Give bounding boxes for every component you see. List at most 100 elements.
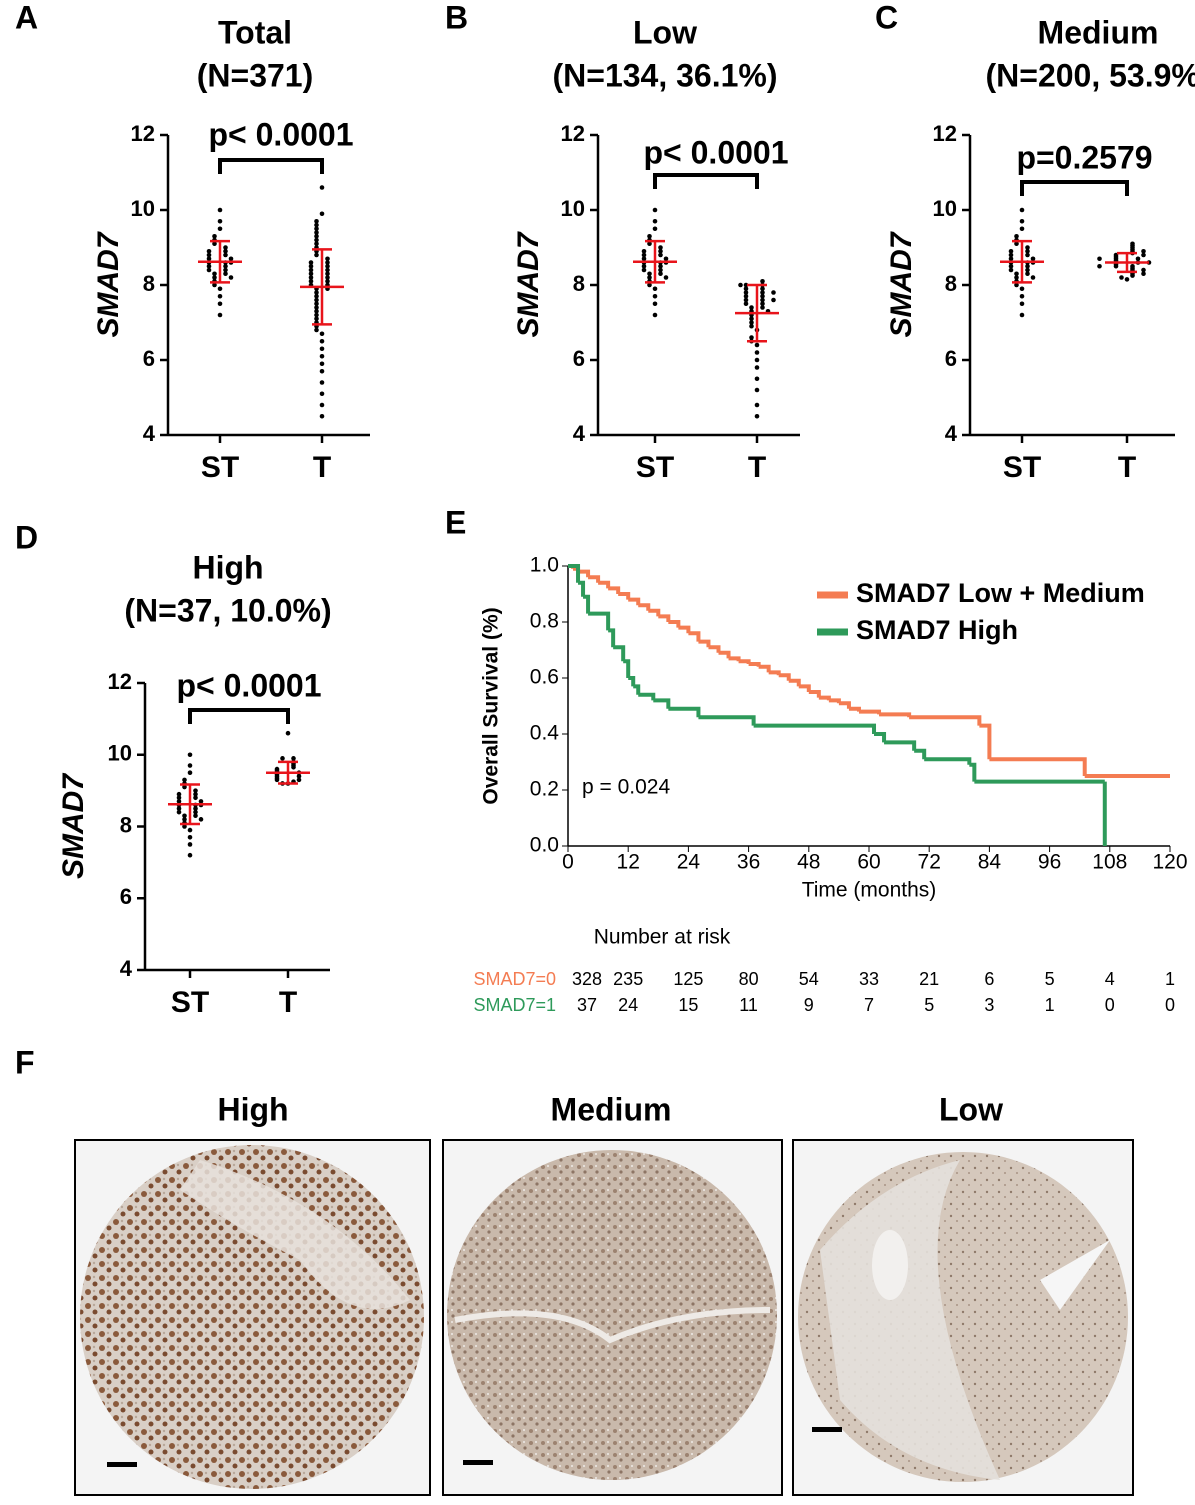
risk-count: 21 <box>919 969 939 989</box>
data-point <box>193 795 198 801</box>
survival-step <box>848 706 861 712</box>
data-point <box>182 813 187 819</box>
risk-table-title: Number at risk <box>594 926 731 949</box>
survival-step <box>648 608 661 617</box>
survival-step <box>718 650 731 659</box>
survival-step <box>688 631 701 642</box>
stroma <box>820 1160 1000 1480</box>
chart-subtitle: (N=134, 36.1%) <box>552 57 777 93</box>
data-point <box>743 290 749 295</box>
data-point <box>754 413 760 419</box>
survival-step <box>653 698 671 709</box>
risk-count: 1 <box>1165 969 1175 989</box>
data-point <box>1019 226 1025 232</box>
survival-step <box>753 723 877 734</box>
data-point <box>1141 271 1146 277</box>
data-point <box>641 267 647 273</box>
x-tick-label: 12 <box>617 851 640 874</box>
y-tick-label: 8 <box>120 812 132 837</box>
data-point <box>325 275 330 280</box>
p-value: p< 0.0001 <box>644 134 789 170</box>
survival-step <box>588 575 601 583</box>
data-point <box>647 275 652 280</box>
survival-step <box>698 639 711 648</box>
survival-step <box>828 698 841 704</box>
tissue-core <box>447 1150 777 1480</box>
chart-title: Low <box>633 14 697 50</box>
data-point <box>325 267 330 273</box>
data-point <box>652 226 658 232</box>
data-point <box>314 226 319 232</box>
data-point <box>658 263 663 269</box>
risk-count: 235 <box>613 969 643 989</box>
data-point <box>314 218 319 224</box>
data-point <box>738 282 743 288</box>
risk-count: 1 <box>1045 995 1055 1015</box>
vessel <box>872 1230 908 1300</box>
data-point <box>1097 256 1102 262</box>
y-tick-label: 4 <box>143 421 156 446</box>
survival-step <box>914 748 927 760</box>
data-point <box>206 252 212 258</box>
y-tick-label: 4 <box>573 421 586 446</box>
survival-step <box>588 611 611 631</box>
y-tick-label: 8 <box>573 271 585 296</box>
data-point <box>314 252 319 258</box>
data-point <box>1019 301 1025 307</box>
data-point <box>1008 263 1014 269</box>
y-axis-label: SMAD7 <box>512 231 545 337</box>
data-point <box>1130 241 1135 247</box>
data-point <box>760 286 765 292</box>
x-tick-label: 60 <box>857 851 880 874</box>
y-tick-label: 4 <box>945 421 958 446</box>
y-tick-label: 1.0 <box>530 554 559 577</box>
x-tick-label: ST <box>201 451 239 484</box>
survival-step <box>628 597 641 606</box>
x-tick-label: T <box>748 451 766 484</box>
y-tick-label: 12 <box>561 121 585 146</box>
data-point <box>1008 267 1014 273</box>
x-tick-label: 84 <box>978 851 1002 874</box>
data-point <box>212 233 217 239</box>
y-tick-label: 6 <box>120 884 132 909</box>
data-point <box>193 813 198 819</box>
survival-step <box>678 625 691 634</box>
data-point <box>319 185 325 190</box>
legend-label: SMAD7 High <box>856 615 1018 645</box>
tissue-panel <box>74 1139 1134 1496</box>
risk-row-name: SMAD7=0 <box>473 969 556 989</box>
data-point <box>319 346 325 352</box>
data-point <box>652 207 658 213</box>
data-point <box>319 331 325 337</box>
data-point <box>217 293 223 299</box>
data-point <box>1008 252 1014 258</box>
data-point <box>658 245 663 250</box>
data-point <box>760 297 765 303</box>
survival-step <box>818 695 831 701</box>
data-point <box>1141 248 1146 254</box>
significance-bracket <box>218 158 324 174</box>
data-point <box>1025 263 1030 269</box>
risk-count: 37 <box>577 995 597 1015</box>
data-point <box>1097 263 1102 269</box>
y-tick-label: 0.6 <box>530 666 559 689</box>
chart-title: Medium <box>1038 14 1159 50</box>
p-value: p = 0.024 <box>582 776 670 799</box>
risk-count: 24 <box>618 995 638 1015</box>
data-point <box>1025 271 1030 277</box>
data-point <box>198 817 204 822</box>
data-point <box>212 282 217 288</box>
y-tick-label: 10 <box>108 741 132 766</box>
survival-step <box>758 664 771 673</box>
risk-count: 3 <box>984 995 994 1015</box>
data-point <box>647 282 652 288</box>
data-point <box>193 788 198 793</box>
risk-count: 125 <box>673 969 703 989</box>
data-point <box>749 320 754 325</box>
data-point <box>187 752 193 758</box>
data-point <box>754 357 760 363</box>
survival-step <box>858 709 882 715</box>
y-axis-label: SMAD7 <box>92 231 125 337</box>
data-point <box>652 286 658 292</box>
